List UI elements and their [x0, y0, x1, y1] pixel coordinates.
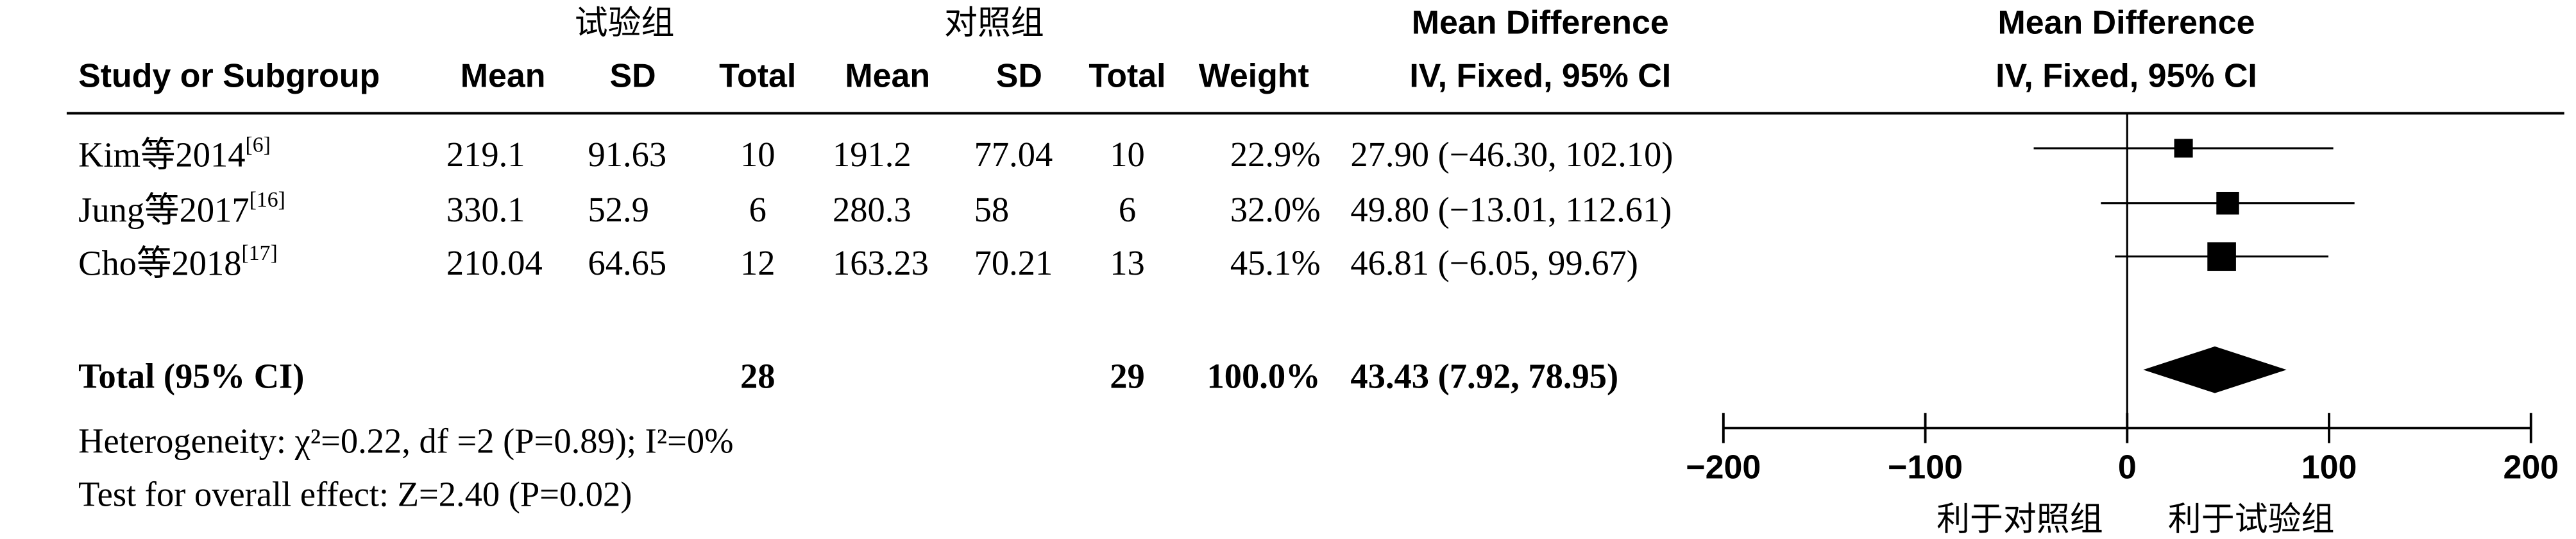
- cell: 49.80 (−13.01, 112.61): [1350, 190, 1672, 229]
- cell: 32.0%: [1230, 190, 1321, 229]
- x-tick-label: −200: [1686, 449, 1761, 486]
- cell: 219.1: [446, 135, 525, 174]
- summary-diamond: [2143, 346, 2287, 393]
- column-header: Mean: [845, 58, 930, 95]
- study-name: Kim等2014[6]: [78, 133, 271, 174]
- effect-square: [2216, 191, 2239, 215]
- cell: 28: [740, 356, 775, 395]
- study-ref: [6]: [246, 133, 271, 157]
- cell: 100.0%: [1207, 356, 1320, 395]
- column-header: SD: [609, 58, 656, 95]
- group-header: 对照组: [944, 4, 1044, 42]
- cell: 13: [1110, 243, 1145, 282]
- overall-effect: Test for overall effect: Z=2.40 (P=0.02): [78, 475, 632, 514]
- cell: 10: [1110, 135, 1145, 174]
- plot-header: Mean Difference: [1997, 4, 2255, 42]
- study-label: Kim等2014: [78, 135, 245, 174]
- column-header: Mean: [461, 58, 546, 95]
- study-name: Jung等2017[16]: [78, 188, 285, 229]
- cell: 45.1%: [1230, 243, 1321, 282]
- x-tick-label: 200: [2503, 449, 2559, 486]
- column-header: Study or Subgroup: [78, 58, 380, 95]
- column-header: IV, Fixed, 95% CI: [1409, 58, 1671, 95]
- study-ref: [17]: [242, 241, 278, 265]
- axis-label: 利于试验组: [2168, 500, 2335, 538]
- column-header: Weight: [1199, 58, 1309, 95]
- effect-square: [2174, 139, 2193, 158]
- cell: 52.9: [588, 190, 648, 229]
- cell: 6: [1119, 190, 1136, 229]
- column-header: Mean Difference: [1412, 4, 1669, 42]
- cell: 280.3: [833, 190, 911, 229]
- study-label: Jung等2017: [78, 190, 249, 229]
- heterogeneity: Heterogeneity: χ²=0.22, df =2 (P=0.89); …: [78, 422, 733, 461]
- cell: 43.43 (7.92, 78.95): [1350, 356, 1618, 395]
- cell: 70.21: [974, 243, 1053, 282]
- cell: 6: [749, 190, 767, 229]
- cell: 27.90 (−46.30, 102.10): [1350, 135, 1673, 174]
- cell: 91.63: [588, 135, 666, 174]
- total-name: Total (95% CI): [78, 356, 304, 395]
- cell: 330.1: [446, 190, 525, 229]
- cell: 12: [740, 243, 775, 282]
- column-header: Total: [1089, 58, 1165, 95]
- study-ref: [16]: [250, 188, 285, 212]
- group-header: 试验组: [575, 4, 675, 42]
- cell: 46.81 (−6.05, 99.67): [1350, 243, 1638, 282]
- column-header: SD: [996, 58, 1042, 95]
- x-tick-label: 0: [2118, 449, 2137, 486]
- cell: 64.65: [588, 243, 666, 282]
- cell: 77.04: [974, 135, 1053, 174]
- x-tick-label: −100: [1888, 449, 1963, 486]
- plot-header: IV, Fixed, 95% CI: [1996, 58, 2257, 95]
- cell: 163.23: [833, 243, 929, 282]
- cell: 191.2: [833, 135, 911, 174]
- cell: 29: [1110, 356, 1145, 395]
- study-name: Cho等2018[17]: [78, 241, 278, 282]
- axis-label: 利于对照组: [1936, 500, 2103, 538]
- effect-square: [2207, 242, 2236, 271]
- cell: 210.04: [446, 243, 543, 282]
- cell: 10: [740, 135, 775, 174]
- study-label: Cho等2018: [78, 243, 241, 282]
- cell: 58: [974, 190, 1010, 229]
- cell: 22.9%: [1230, 135, 1321, 174]
- column-header: Total: [719, 58, 796, 95]
- x-tick-label: 100: [2301, 449, 2357, 486]
